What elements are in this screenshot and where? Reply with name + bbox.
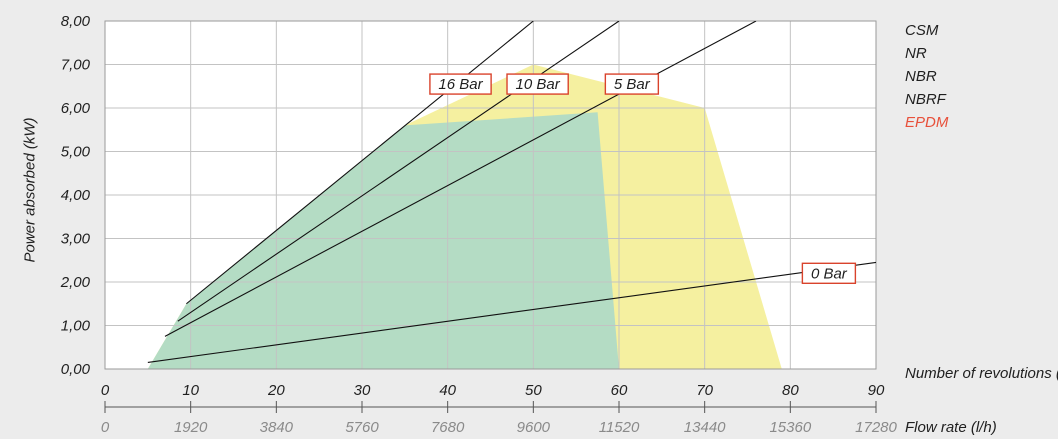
series-line-0-bar [147, 261, 876, 364]
y-tick-label: 7,00 [61, 57, 91, 74]
x-tick-label-rpm: 0 [101, 382, 110, 399]
y-axis-label: Power absorbed (kW) [21, 117, 39, 263]
x-tick-label-flow: 7680 [431, 419, 465, 436]
series-label-box [801, 262, 857, 284]
series-label-box [429, 73, 492, 95]
y-tick-label: 5,00 [61, 144, 91, 161]
legend-item-nbr: NBR [905, 68, 937, 85]
y-axis-ticks: 0,00 1,00 2,00 3,00 4,00 5,00 6,00 7,00 8,00 [60, 13, 91, 378]
x-tick-label-flow: 5760 [345, 419, 379, 436]
x-axis-label-flow: Flow rate (l/h) [905, 419, 997, 436]
x-tick-label-flow: 9600 [517, 419, 551, 436]
x-tick-label-rpm: 70 [696, 382, 713, 399]
x-axis: 0 10 20 30 40 50 60 70 80 90 0 1920 3840 5760 7680 9600… [101, 382, 898, 436]
x-tick-label-rpm: 20 [267, 382, 285, 399]
legend-item-nbrf: NBRF [905, 91, 946, 108]
series-label-0-bar: 0 Bar [801, 262, 857, 284]
x-tick-label-rpm: 10 [182, 382, 199, 399]
legend-item-nr: NR [905, 45, 927, 62]
x-tick-label-flow: 17280 [855, 419, 897, 436]
series-label-text: 10 Bar [516, 76, 561, 93]
legend-item-epdm: EPDM [905, 114, 949, 131]
y-tick-label: 8,00 [61, 13, 91, 30]
x-axis-label-rpm: Number of revolutions (rpm) [905, 365, 1058, 382]
series-labels: 16 Bar 10 Bar 5 Bar 0 Bar [429, 73, 857, 284]
area-green [147, 112, 619, 369]
series-label-text: 16 Bar [438, 76, 483, 93]
y-tick-label: 0,00 [61, 361, 91, 378]
x-tick-label-flow: 0 [101, 419, 110, 436]
series-label-16-bar: 16 Bar [429, 73, 492, 95]
x-tick-label-flow: 15360 [769, 419, 811, 436]
x-tick-label-flow: 13440 [684, 419, 726, 436]
y-tick-label: 6,00 [61, 100, 91, 117]
series-label-box [506, 73, 569, 95]
x-tick-label-rpm: 30 [354, 382, 371, 399]
y-tick-label: 1,00 [61, 318, 91, 335]
grid [104, 20, 877, 370]
y-tick-label: 2,00 [60, 274, 91, 291]
series-label-10-bar: 10 Bar [506, 73, 569, 95]
series-line-10-bar [177, 21, 620, 322]
plot-frame [104, 20, 877, 370]
y-tick-label: 4,00 [61, 187, 91, 204]
series-label-text: 0 Bar [811, 265, 848, 282]
filled-areas [147, 64, 782, 369]
series-line-16-bar [186, 21, 534, 305]
series-label-text: 5 Bar [614, 76, 651, 93]
legend-item-csm: CSM [905, 22, 939, 39]
series-lines [147, 21, 876, 364]
y-tick-label: 3,00 [61, 231, 91, 248]
x-tick-label-flow: 1920 [174, 419, 208, 436]
x-tick-label-rpm: 90 [868, 382, 885, 399]
x-tick-label-rpm: 80 [782, 382, 799, 399]
x-tick-label-flow: 3840 [260, 419, 294, 436]
x-tick-label-rpm: 40 [439, 382, 456, 399]
series-label-5-bar: 5 Bar [604, 73, 660, 95]
x-tick-label-rpm: 50 [525, 382, 542, 399]
x-tick-label-flow: 11520 [599, 419, 640, 436]
x-tick-label-rpm: 60 [611, 382, 628, 399]
series-label-box [604, 73, 660, 95]
